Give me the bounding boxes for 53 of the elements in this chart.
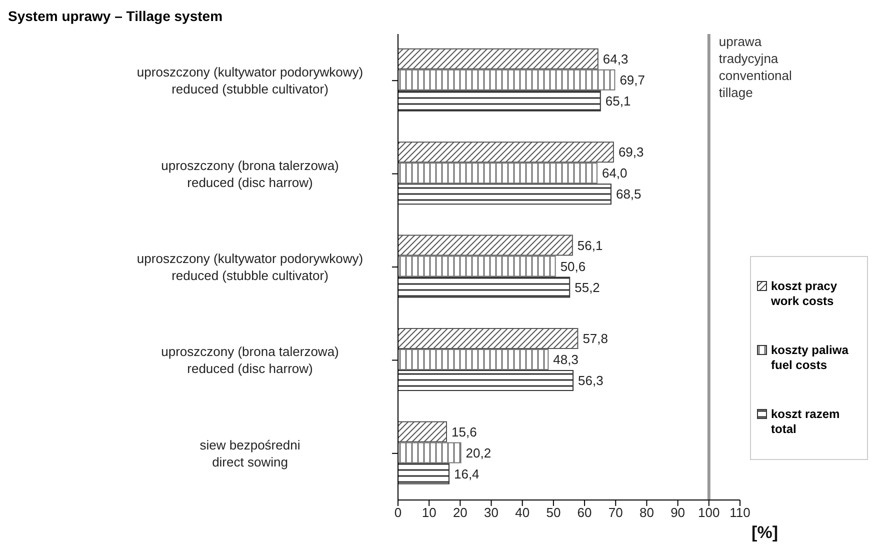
x-tick-label: 60 [577, 505, 592, 520]
data-label: 15,6 [452, 424, 477, 440]
bar [398, 349, 549, 370]
data-label: 48,3 [553, 352, 578, 368]
y-tick-label: uproszczony (brona talerzowa) reduced (disc harrow) [161, 344, 339, 376]
y-tick-label: uproszczony (kultywator podorywkowy) reduced (stubble cultivator) [136, 251, 364, 283]
x-axis-title: [%] [752, 523, 778, 542]
data-label: 69,7 [620, 72, 646, 88]
data-label: 57,8 [582, 331, 608, 346]
data-label: 65,1 [605, 94, 631, 109]
bar [398, 256, 556, 277]
x-tick-label: 20 [452, 505, 468, 520]
y-tick-label: siew bezpośredni direct sowing [200, 437, 300, 470]
bar [398, 69, 616, 90]
x-tick-label: 90 [670, 505, 686, 520]
x-tick-label: 100 [698, 505, 720, 520]
x-tick-label: 30 [484, 505, 499, 520]
x-tick-label: 40 [515, 505, 530, 520]
data-label: 69,3 [618, 144, 644, 160]
bar [398, 48, 598, 70]
data-label: 50,6 [560, 258, 586, 274]
data-label: 68,5 [616, 186, 642, 202]
bar [398, 442, 462, 464]
x-tick-label: 0 [394, 505, 402, 520]
data-label: 64,0 [602, 166, 628, 181]
y-tick-label: uproszczony (brona talerzowa) reduced (disc harrow) [161, 158, 339, 190]
data-label: 56,3 [578, 373, 604, 388]
bar [398, 234, 573, 256]
bar [398, 421, 447, 442]
data-label: 55,2 [574, 280, 600, 295]
data-label: 56,1 [577, 238, 603, 253]
legend-label: koszt razem total [771, 407, 840, 437]
bar [398, 463, 450, 484]
legend-label: koszty paliwa fuel costs [771, 343, 848, 373]
legend-label: koszt pracy work costs [771, 279, 838, 309]
x-tick-label: 80 [639, 505, 654, 520]
ref-line-label: uprawa tradycyjna conventional tillage [718, 34, 792, 100]
text: System uprawy – Tillage system [8, 8, 224, 24]
bar [398, 328, 578, 350]
bar [398, 90, 601, 112]
data-label: 20,2 [466, 445, 492, 460]
x-tick-label: 10 [422, 505, 436, 520]
x-tick-label: 50 [546, 505, 561, 520]
bar [398, 276, 570, 298]
bar [398, 370, 574, 392]
bar [398, 184, 612, 205]
bar [398, 142, 614, 163]
y-tick-label: uproszczony (kultywator podorywkowy) reduced (stubble cultivator) [136, 64, 364, 97]
bar [398, 162, 598, 184]
x-tick-label: 110 [730, 505, 750, 520]
x-tick-label: 70 [608, 505, 623, 520]
data-label: 64,3 [602, 52, 628, 67]
data-label: 16,4 [454, 466, 480, 482]
